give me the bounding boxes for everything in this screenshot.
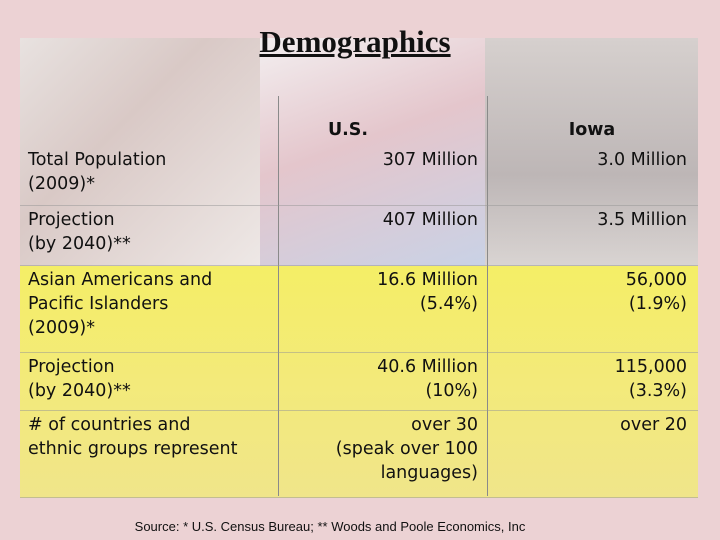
- table-cell: over 20: [487, 413, 687, 437]
- cell-line: Total Population: [28, 150, 167, 170]
- column-divider: [278, 96, 279, 496]
- row-label: Total Population (2009)*: [28, 148, 278, 196]
- row-divider: [20, 205, 698, 206]
- cell-line: (3.3%): [628, 381, 687, 401]
- table-cell: 307 Million: [278, 148, 478, 172]
- row-divider: [20, 265, 698, 266]
- cell-line: Asian Americans and: [28, 270, 213, 290]
- table-cell: 56,000 (1.9%): [487, 268, 687, 316]
- column-divider: [487, 96, 488, 496]
- cell-line: ethnic groups represent: [28, 439, 238, 459]
- source-note: Source: * U.S. Census Bureau; ** Woods a…: [134, 519, 526, 534]
- cell-line: Projection: [28, 210, 115, 230]
- cell-line: languages): [380, 463, 478, 483]
- table-cell: 16.6 Million (5.4%): [278, 268, 478, 316]
- cell-line: over 30: [411, 415, 478, 435]
- table-cell: 407 Million: [278, 208, 478, 232]
- table-cell: over 30 (speak over 100 languages): [278, 413, 478, 485]
- row-label: Asian Americans and Pacific Islanders (200…: [28, 268, 278, 340]
- cell-line: (speak over 100: [335, 439, 478, 459]
- table-cell: 3.0 Million: [487, 148, 687, 172]
- cell-line: (2009)*: [28, 318, 95, 338]
- cell-line: 115,000: [614, 357, 687, 377]
- column-header: Iowa: [568, 120, 616, 140]
- row-label: Projection (by 2040)**: [28, 208, 278, 256]
- photo-left: [20, 38, 260, 266]
- cell-line: 40.6 Million: [377, 357, 478, 377]
- yellow-band: [20, 266, 698, 498]
- table-cell: 40.6 Million (10%): [278, 355, 478, 403]
- cell-line: # of countries and: [28, 415, 191, 435]
- cell-line: 307 Million: [382, 150, 478, 170]
- row-label: Projection (by 2040)**: [28, 355, 278, 403]
- row-label: # of countries and ethnic groups represen…: [28, 413, 278, 461]
- photo-right: [485, 38, 698, 266]
- cell-line: (10%): [425, 381, 478, 401]
- table-cell: 3.5 Million: [487, 208, 687, 232]
- cell-line: 16.6 Million: [377, 270, 478, 290]
- column-header: U.S.: [327, 120, 369, 140]
- photo-center: [260, 38, 485, 266]
- cell-line: (1.9%): [628, 294, 687, 314]
- row-divider: [20, 352, 698, 353]
- cell-line: 407 Million: [382, 210, 478, 230]
- cell-line: over 20: [620, 415, 687, 435]
- cell-line: Projection: [28, 357, 115, 377]
- row-divider: [20, 410, 698, 411]
- cell-line: Pacific Islanders: [28, 294, 169, 314]
- cell-line: 3.0 Million: [597, 150, 687, 170]
- cell-line: 56,000: [625, 270, 687, 290]
- slide-title: Demographics: [259, 24, 451, 59]
- cell-line: (2009)*: [28, 174, 95, 194]
- table-cell: 115,000 (3.3%): [487, 355, 687, 403]
- cell-line: 3.5 Million: [597, 210, 687, 230]
- cell-line: (by 2040)**: [28, 381, 131, 401]
- cell-line: (5.4%): [419, 294, 478, 314]
- row-divider: [20, 497, 698, 498]
- cell-line: (by 2040)**: [28, 234, 131, 254]
